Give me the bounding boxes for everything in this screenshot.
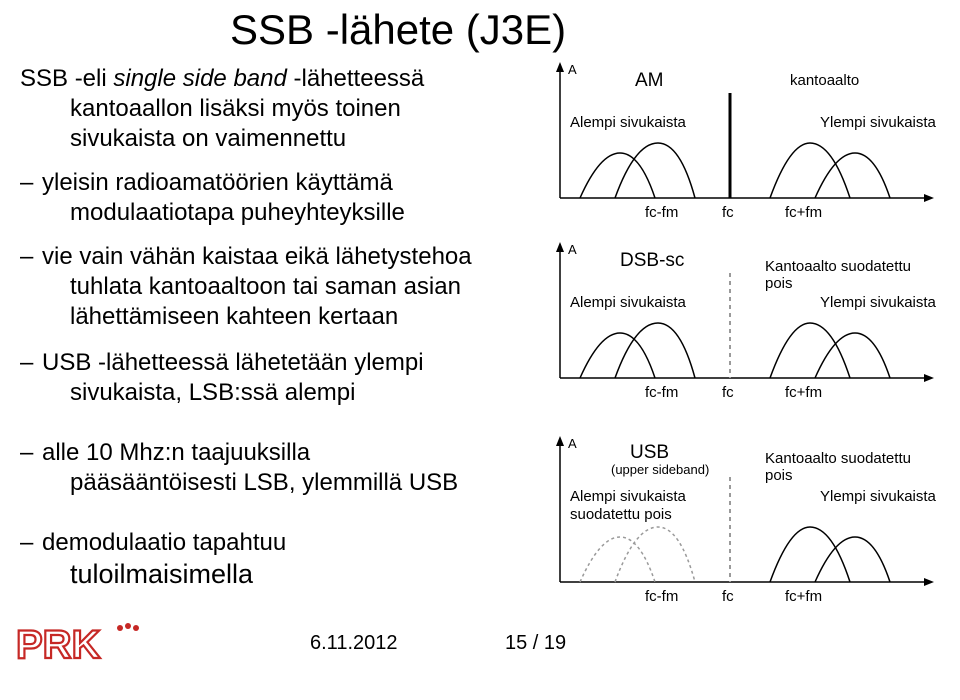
dsb-xtick-right: fc+fm (785, 384, 822, 401)
diagram-dsb: A DSB-sc Kantoaalto suodatettu pois Alem… (540, 238, 940, 408)
am-y-axis-label: A (568, 62, 577, 77)
bullet-1-line2: kantoaallon lisäksi myös toinen (20, 94, 520, 124)
dash-icon: – (20, 168, 42, 198)
diagram-usb: A USB (upper sideband) Kantoaalto suodat… (540, 432, 940, 622)
bullet-2: – yleisin radioamatöörien käyttämä modul… (20, 168, 520, 228)
am-carrier-label: kantoaalto (790, 72, 859, 89)
footer-page: 15 / 19 (505, 632, 566, 655)
bullet-1-pre: SSB -eli (20, 65, 113, 92)
dsb-y-axis-label: A (568, 242, 577, 257)
bullet-6-line2: tuloilmaisimella (20, 558, 520, 592)
usb-y-axis-label: A (568, 436, 577, 451)
usb-upper-label: Ylempi sivukaista (820, 488, 936, 505)
diagram-am: A AM kantoaalto Alempi sivukaista Ylempi… (540, 58, 940, 228)
bullet-4-line2: sivukaista, LSB:ssä alempi (20, 378, 520, 408)
bullet-4-line1: USB -lähetteessä lähetetään ylempi (42, 348, 424, 378)
slide: SSB -lähete (J3E) SSB -eli single side b… (0, 0, 960, 700)
bullet-2-line1: yleisin radioamatöörien käyttämä (42, 168, 393, 198)
bullet-1-line3: sivukaista on vaimennettu (20, 124, 520, 154)
am-xtick-center: fc (722, 204, 734, 221)
bullet-5: – alle 10 Mhz:n taajuuksilla pääsääntöis… (20, 438, 520, 498)
usb-xtick-left: fc-fm (645, 588, 678, 605)
bullet-1: SSB -eli single side band -lähetteessä k… (20, 64, 520, 154)
bullet-6-line1: demodulaatio tapahtuu (42, 528, 286, 558)
usb-subtitle: (upper sideband) (611, 462, 709, 477)
slide-title: SSB -lähete (J3E) (230, 6, 566, 54)
logo-prk: PRK (16, 616, 156, 676)
logo-text-stroke: PRK (16, 623, 101, 667)
am-lower-label: Alempi sivukaista (570, 114, 686, 131)
bullet-3: – vie vain vähän kaistaa eikä lähetysteh… (20, 242, 520, 332)
dash-icon: – (20, 348, 42, 378)
dsb-lower-label: Alempi sivukaista (570, 294, 686, 311)
usb-title: USB (630, 442, 669, 464)
bullet-3-line2: tuhlata kantoaaltoon tai saman asian (20, 272, 520, 302)
dash-icon: – (20, 242, 42, 272)
dash-icon: – (20, 438, 42, 468)
footer-date: 6.11.2012 (310, 632, 398, 655)
usb-lower-label-l2: suodatettu pois (570, 506, 672, 523)
dsb-upper-label: Ylempi sivukaista (820, 294, 936, 311)
am-upper-label: Ylempi sivukaista (820, 114, 936, 131)
am-title: AM (635, 70, 664, 92)
bullet-5-line2: pääsääntöisesti LSB, ylemmillä USB (20, 468, 520, 498)
usb-lower-label-l1: Alempi sivukaista (570, 488, 686, 505)
bullet-1-em: single side band (113, 65, 286, 92)
bullet-3-line3: lähettämiseen kahteen kertaan (20, 302, 520, 332)
dsb-xtick-left: fc-fm (645, 384, 678, 401)
bullet-3-line1: vie vain vähän kaistaa eikä lähetystehoa (42, 242, 472, 272)
usb-xtick-center: fc (722, 588, 734, 605)
dsb-title: DSB-sc (620, 250, 684, 272)
dsb-xtick-center: fc (722, 384, 734, 401)
am-xtick-left: fc-fm (645, 204, 678, 221)
bullet-2-line2: modulaatiotapa puheyhteyksille (20, 198, 520, 228)
usb-xtick-right: fc+fm (785, 588, 822, 605)
dsb-suppressed-label: Kantoaalto suodatettu pois (765, 258, 940, 292)
usb-suppressed-label: Kantoaalto suodatettu pois (765, 450, 940, 484)
bullet-1-post: -lähetteessä (287, 65, 424, 92)
diagram-am-svg (540, 58, 940, 228)
bullet-4: – USB -lähetteessä lähetetään ylempi siv… (20, 348, 520, 408)
logo-prk-svg: PRK (16, 616, 156, 676)
dash-icon: – (20, 528, 42, 558)
am-xtick-right: fc+fm (785, 204, 822, 221)
bullet-6: – demodulaatio tapahtuu tuloilmaisimella (20, 528, 520, 592)
bullet-5-line1: alle 10 Mhz:n taajuuksilla (42, 438, 310, 468)
